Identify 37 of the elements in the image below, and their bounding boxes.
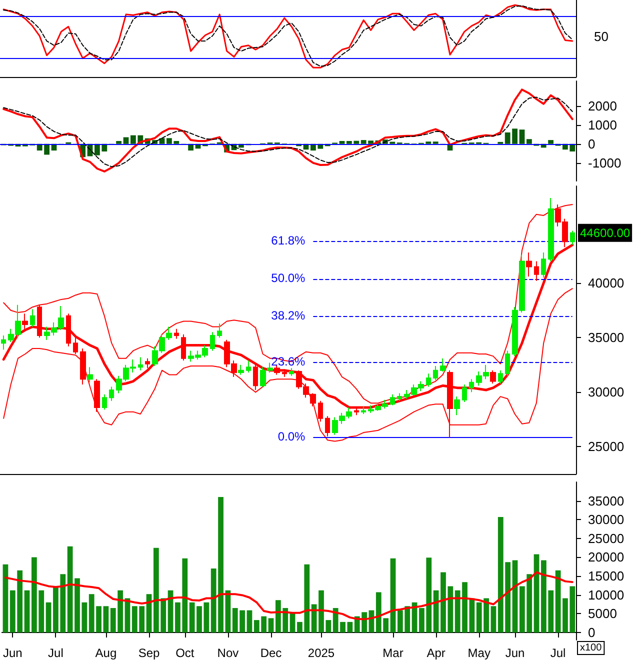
y-tick-label: 10000 [588, 587, 624, 602]
text: 44600.00 [580, 226, 630, 240]
text: 50 [594, 29, 608, 44]
y-tick-label: 5000 [588, 606, 617, 622]
annotation: 61.8% [271, 234, 306, 248]
y-tick-label: 0 [588, 136, 596, 152]
x-tick-label: 2025 [308, 646, 335, 660]
x-tick-label: May [468, 646, 490, 660]
x-tick-label: Oct [176, 646, 195, 660]
x-tick-label: Jul [48, 646, 64, 660]
x-tick-label: Mar [382, 646, 404, 660]
text: x100 [580, 642, 602, 654]
y-tick-label: 25000 [588, 530, 624, 546]
x-tick-label: Aug [95, 646, 117, 660]
y-tick-label: 30000 [588, 384, 624, 400]
y-tick-label: 2000 [588, 98, 617, 114]
x-tick-label: Apr [426, 646, 446, 660]
y-tick-label: -1000 [588, 155, 622, 170]
y-tick-label: 0 [588, 624, 596, 640]
y-tick-label: 35000 [588, 493, 624, 508]
x-tick-label: Jul [550, 646, 566, 660]
y-tick-label: 30000 [588, 512, 624, 528]
y-tick-label: 15000 [588, 568, 624, 584]
y-tick-label: 1000 [588, 117, 617, 132]
annotation: 50.0% [271, 271, 306, 286]
annotation: 23.6% [271, 354, 306, 369]
annotation: 38.2% [271, 308, 306, 322]
annotation: 0.0% [278, 429, 306, 444]
y-tick-label: 40000 [588, 276, 624, 291]
y-tick-label: 25000 [588, 439, 624, 454]
y-tick-label: 35000 [588, 330, 624, 346]
x-tick-label: Dec [260, 646, 282, 660]
y-tick-label: 20000 [588, 550, 624, 565]
x-tick-label: Jun [2, 646, 22, 660]
x-tick-label: Jun [505, 646, 525, 660]
x-tick-label: Nov [217, 646, 239, 660]
x-tick-label: Sep [138, 646, 160, 660]
